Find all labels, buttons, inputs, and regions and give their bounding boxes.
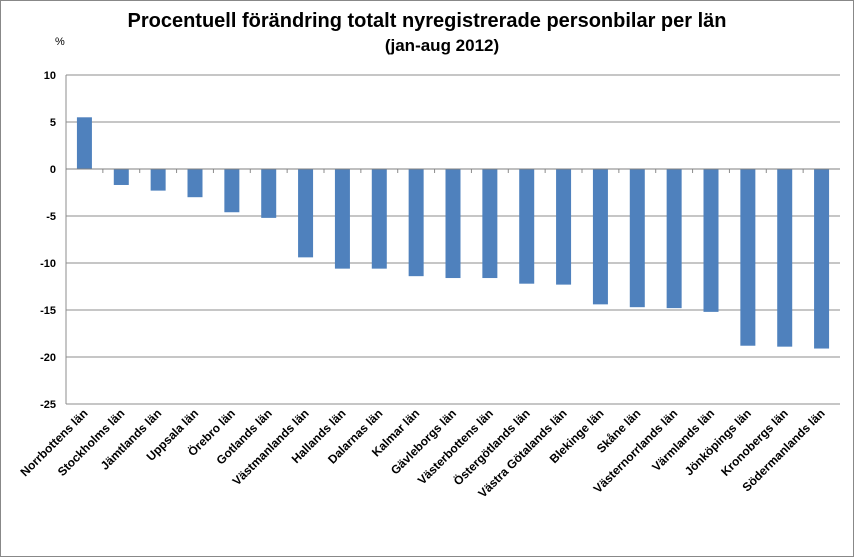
y-tick-label: 0 [50,164,56,176]
y-tick-label: 10 [44,70,56,82]
bar [592,169,608,305]
y-tick-label: -25 [40,399,56,411]
bar [224,169,240,213]
bar [556,169,572,285]
y-tick-label: -5 [46,211,56,223]
y-tick-label: -10 [40,258,56,270]
x-tick-label: Jönköpings län [682,406,754,478]
x-tick-label: Kronobergs län [718,406,791,479]
bar [814,169,830,349]
bar [113,169,129,185]
y-tick-label: -20 [40,352,56,364]
bar [777,169,793,347]
bar [445,169,461,279]
bar [408,169,424,277]
bar [76,117,92,169]
chart-title: Procentuell förändring totalt nyregistre… [127,10,727,32]
bar [703,169,719,312]
bar [298,169,314,258]
bar [740,169,756,346]
bar [371,169,387,269]
bar [629,169,645,308]
y-tick-label: -15 [40,305,56,317]
chart-subtitle: (jan-aug 2012) [384,36,500,55]
bar [334,169,350,269]
bar [666,169,682,309]
y-tick-label: 5 [50,117,56,129]
bar [150,169,166,191]
x-tick-label: Gävleborgs län [388,406,459,477]
bar [261,169,277,218]
bar [187,169,203,198]
x-tick-label: Stockholms län [55,406,128,479]
bar [519,169,535,284]
bar [482,169,498,279]
y-axis-label: % [55,36,65,48]
